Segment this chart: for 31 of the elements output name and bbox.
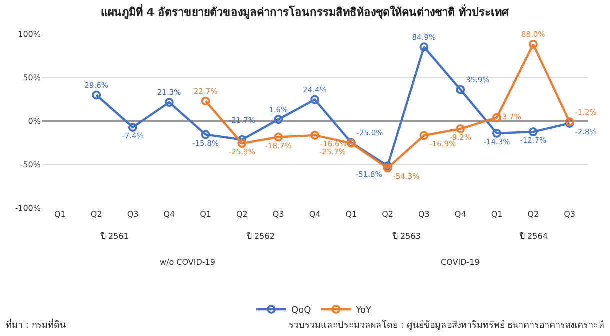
x-tick-label: Q3	[564, 210, 576, 219]
y-tick-label: 0%	[28, 116, 42, 126]
text: COVID-19	[441, 258, 480, 267]
x-tick-label: Q2	[236, 210, 248, 219]
x-tick-label: Q1	[200, 210, 212, 219]
text: รวบรวมและประมวลผลโดย : ศูนย์ข้อมูลอสังหาริมทรัพย์ ธนาคารอาคารสงเคราะห์	[289, 319, 605, 331]
x-tick-label: Q4	[164, 210, 176, 219]
x-tick-label: Q4	[309, 210, 321, 219]
text: ปี 2561	[100, 232, 129, 241]
text: ปี 2564	[519, 232, 548, 241]
text: ที่มา : กรมที่ดิน	[6, 318, 66, 331]
y-tick-label: 50%	[23, 73, 42, 82]
x-tick-label: Q2	[382, 210, 394, 219]
x-tick-label: Q1	[346, 210, 358, 219]
x-tick-label: Q2	[90, 210, 102, 219]
x-tick-label: Q3	[272, 210, 284, 219]
x-tick-label: Q4	[454, 210, 466, 219]
x-tick-label: Q1	[491, 210, 503, 219]
x-tick-label: Q2	[528, 210, 540, 219]
text: w/o COVID-19	[160, 258, 216, 267]
y-tick-label: -50%	[20, 160, 42, 170]
legend-label: YoY	[355, 306, 372, 316]
y-tick-label: 100%	[18, 30, 42, 39]
legend-label: QoQ	[292, 306, 312, 316]
x-tick-label: Q1	[54, 210, 66, 219]
chart-title: แผนภูมิที่ 4 อัตราขยายตัวของมูลค่าการโอนกรรมสิทธิห้องชุดให้คนต่างชาติ ทั่วประเทศ	[100, 4, 510, 20]
x-tick-label: Q3	[127, 210, 139, 219]
text: ปี 2563	[392, 232, 421, 241]
text: ปี 2562	[246, 232, 275, 241]
x-tick-label: Q3	[418, 210, 430, 219]
y-tick-label: -100%	[15, 204, 42, 213]
